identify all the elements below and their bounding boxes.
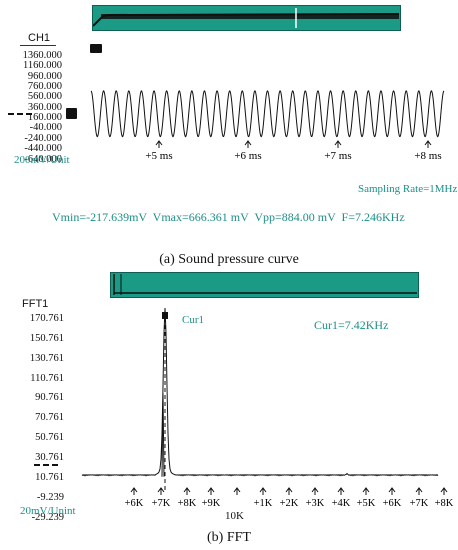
ch1-waveform-plot: +5 ms +6 ms +7 ms +8 ms <box>90 90 445 162</box>
fft-x-tick-arrow <box>233 487 241 495</box>
ch1-y-tick-label: -40.000 <box>29 122 62 134</box>
fft-x-tick: +3K <box>306 487 325 509</box>
fft-x-tick: +4K <box>332 487 351 509</box>
fft-cursor-label: Cur1 <box>182 314 204 326</box>
fft-x-tick-label: +4K <box>332 498 351 509</box>
ch1-x-tick-arrow <box>244 140 252 148</box>
fft-y-tick-label: 150.761 <box>29 332 64 344</box>
ch1-axis-line <box>20 45 56 46</box>
ch1-y-tick-label: 1160.000 <box>23 60 62 72</box>
ch1-x-tick-label: +8 ms <box>414 150 441 162</box>
fft-x-tick: +1K <box>254 487 273 509</box>
fft-y-tick-label: 50.761 <box>35 432 64 444</box>
fft-x-tick-label: +8K <box>435 498 454 509</box>
fft-x-tick: +2K <box>280 487 299 509</box>
fft-x-tick: +8K <box>178 487 197 509</box>
fft-x-tick-label: +6K <box>383 498 402 509</box>
ch1-label: CH1 <box>28 32 51 44</box>
fft-x-tick-label: +7K <box>410 498 429 509</box>
fft-x-tick: +9K <box>202 487 221 509</box>
fft-y-tick-label: 170.761 <box>29 313 64 324</box>
ch1-y-tick-label: -440.000 <box>24 143 62 155</box>
fft-x-tick-label: +8K <box>178 498 197 509</box>
ch1-x-tick-label: +5 ms <box>145 150 172 162</box>
fft-cursor-readout: Cur1=7.42KHz <box>314 318 389 332</box>
caption-a: (a) Sound pressure curve <box>159 252 299 267</box>
fft-x-tick: +6K <box>125 487 144 509</box>
fft-y-tick-label: -29.239 <box>31 511 64 523</box>
ch1-y-tick-label: 1360.000 <box>22 50 62 61</box>
fft-x-center-label: 10K <box>225 510 244 522</box>
ch1-y-tick-label: 360.000 <box>27 101 62 113</box>
ch1-x-tick-arrow <box>155 140 163 148</box>
ch1-x-tick: +7 ms <box>324 140 352 162</box>
fft-overview-bar[interactable] <box>110 272 419 298</box>
measurements-readout: Vmin=-217.639mV Vmax=666.361 mV Vpp=884.… <box>52 210 405 224</box>
fft-x-tick-label: +6K <box>125 498 144 509</box>
fft-x-tick: +6K <box>383 487 402 509</box>
caption-b: (b) FFT <box>207 530 251 545</box>
fft-overview-trace <box>113 274 417 295</box>
ch1-x-tick: +5 ms <box>145 140 173 162</box>
fft-x-axis: +6K +7K +8K +9K +1K +2K +3K +4K +5K +6K +7K +8K <box>125 487 454 509</box>
fft-y-tick-label: 90.761 <box>35 392 64 404</box>
fft-y-tick-label: 110.761 <box>30 372 64 384</box>
ch1-x-tick-label: +7 ms <box>324 150 351 162</box>
ch1-scale-label: 200mV/Unit <box>14 154 70 166</box>
ch1-waveform-series <box>90 90 445 138</box>
fft-x-tick-label: +1K <box>254 498 273 509</box>
fft-x-tick-label: +7K <box>152 498 171 509</box>
fft-y-tick-label: 30.761 <box>35 451 64 463</box>
ch1-x-tick-arrow <box>334 140 342 148</box>
fft-x-tick: +7K <box>152 487 171 509</box>
fft-x-tick-arrow <box>183 487 191 495</box>
fft-x-tick-arrow <box>362 487 370 495</box>
fft-x-tick-arrow <box>130 487 138 495</box>
fft-cursor-marker-icon <box>162 312 168 319</box>
ch1-y-tick-label: -240.000 <box>24 132 62 144</box>
fft-y-tick-label: -9.239 <box>36 491 64 503</box>
ch1-x-tick: +8 ms <box>414 140 442 162</box>
fft-x-tick: +8K <box>435 487 454 509</box>
fft-x-tick-arrow <box>157 487 165 495</box>
ground-level-dash <box>8 113 32 115</box>
fft-x-tick-arrow <box>388 487 396 495</box>
trigger-marker-icon[interactable] <box>90 44 102 53</box>
ch1-x-tick: +6 ms <box>234 140 262 162</box>
ch1-y-tick-label: 760.000 <box>27 81 62 93</box>
fft-x-tick-arrow <box>337 487 345 495</box>
ch1-y-tick-label: 960.000 <box>27 70 62 82</box>
fft-x-tick: +7K <box>410 487 429 509</box>
ch1-x-axis: +5 ms +6 ms +7 ms +8 ms <box>145 140 442 162</box>
fft-x-tick: +5K <box>357 487 376 509</box>
ch1-x-tick-label: +6 ms <box>234 150 261 162</box>
fft-y-tick-label: 130.761 <box>29 352 64 364</box>
fft-x-tick-label: +9K <box>202 498 221 509</box>
fft-x-tick-label: +3K <box>306 498 325 509</box>
fft-x-tick <box>233 487 241 495</box>
fft-x-tick-arrow <box>440 487 448 495</box>
ch1-y-tick-label: 160.000 <box>27 112 62 124</box>
fft-x-tick-arrow <box>207 487 215 495</box>
fft-x-tick-arrow <box>285 487 293 495</box>
ground-marker-icon[interactable] <box>66 108 77 119</box>
fft-ground-level-dash <box>34 464 58 466</box>
fft-x-tick-label: +5K <box>357 498 376 509</box>
fft1-label: FFT1 <box>22 298 49 310</box>
ch1-y-tick-label: 560.000 <box>27 91 62 103</box>
fft-x-tick-arrow <box>415 487 423 495</box>
fft-x-tick-label: +2K <box>280 498 299 509</box>
fft-x-tick-arrow <box>311 487 319 495</box>
fft-x-tick-arrow <box>259 487 267 495</box>
fft-spectrum-series <box>81 307 439 477</box>
waveform-overview-trace <box>92 8 400 28</box>
sampling-rate-label: Sampling Rate=1MHz <box>358 183 458 195</box>
ch1-x-tick-arrow <box>424 140 432 148</box>
waveform-overview-bar[interactable] <box>92 5 401 31</box>
fft-scale-label: 20mV/Unint <box>20 505 76 517</box>
fft-y-tick-label: 10.761 <box>35 471 64 483</box>
ch1-y-tick-label: -640.000 <box>24 153 62 165</box>
fft-y-tick-label: 70.761 <box>35 412 64 424</box>
